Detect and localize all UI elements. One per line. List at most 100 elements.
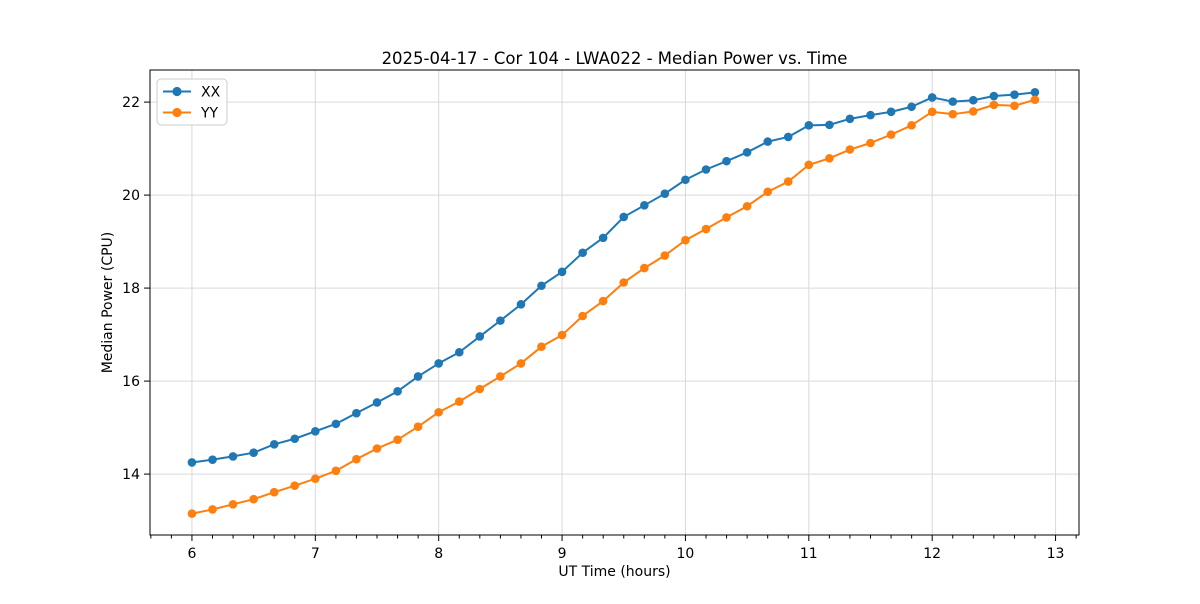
series-yy-marker (496, 372, 505, 381)
series-yy-marker (804, 160, 814, 170)
series-xx-marker (927, 93, 937, 102)
series-yy-marker (557, 330, 567, 340)
x-tick-label: 7 (311, 546, 320, 562)
series-xx-marker (845, 114, 855, 124)
series-yy-marker (763, 187, 773, 197)
series-yy-marker (352, 454, 361, 464)
series-yy-marker (681, 235, 690, 245)
series-xx-marker (886, 107, 896, 117)
legend-marker (172, 86, 182, 97)
series-yy-marker (372, 444, 382, 453)
series-yy-marker (455, 397, 464, 406)
plot-border (149, 69, 1080, 536)
series-yy-marker (722, 213, 731, 222)
series-yy-marker (578, 311, 587, 321)
y-tick-label: 22 (122, 95, 140, 111)
x-tick-label: 11 (800, 546, 818, 562)
plot-area (150, 70, 1079, 535)
series-yy-marker (619, 278, 629, 287)
series-xx-marker (331, 419, 341, 429)
series-yy-marker (475, 384, 485, 394)
series-xx-marker (413, 372, 423, 381)
legend-item-label: XX (201, 84, 221, 100)
series-xx-marker (455, 347, 464, 357)
legend: XX YY (156, 78, 228, 126)
series-xx-marker (640, 201, 649, 210)
series-yy-marker (1030, 95, 1040, 105)
series-xx-marker (311, 427, 320, 436)
series-yy-marker (331, 466, 341, 476)
series-yy-marker (413, 422, 423, 431)
x-tick-label: 8 (434, 546, 443, 562)
series-xx-marker (763, 137, 773, 146)
series-yy-marker (516, 359, 526, 368)
series-yy-marker (640, 263, 649, 273)
series-xx-marker (372, 398, 382, 407)
series-xx-marker (352, 408, 361, 418)
series-xx-marker (269, 440, 279, 449)
series-xx-marker (557, 267, 567, 277)
series-xx-marker (804, 121, 814, 130)
series-xx-marker (434, 359, 443, 368)
series-xx-marker (681, 175, 690, 185)
series-yy-marker (290, 481, 300, 491)
legend-item-label: YY (200, 105, 219, 121)
x-tick-label: 9 (558, 546, 567, 562)
series-yy-marker (989, 100, 999, 110)
series-yy-marker (968, 107, 978, 116)
series-yy-marker (927, 107, 937, 117)
series-xx-marker (1030, 88, 1040, 97)
series-xx-marker (825, 120, 834, 130)
series-yy-marker (249, 494, 258, 504)
series-xx-marker (701, 165, 711, 174)
series-yy-marker (701, 224, 711, 234)
series-xx-marker (290, 434, 300, 444)
series-xx-marker (866, 110, 875, 120)
y-axis-title: Median Power (CPU) (100, 232, 116, 374)
series-xx-marker (989, 91, 999, 101)
series-yy-marker (825, 154, 834, 163)
series-xx-marker (598, 233, 608, 243)
series-xx-marker (968, 95, 978, 105)
series-xx-marker (516, 300, 526, 309)
x-axis-title: UT Time (hours) (558, 564, 670, 580)
y-tick-label: 16 (122, 374, 140, 390)
y-tick-label: 14 (122, 467, 140, 483)
chart-title: 2025-04-17 - Cor 104 - LWA022 - Median P… (382, 49, 848, 68)
series-yy-marker (537, 342, 546, 351)
series-xx-marker (1010, 90, 1019, 99)
series-xx-marker (187, 458, 197, 467)
series-xx-marker (393, 387, 402, 396)
x-tick-label: 12 (923, 546, 941, 562)
series-xx-marker (228, 452, 238, 461)
x-tick-label: 10 (677, 546, 695, 562)
series-yy-marker (208, 505, 217, 514)
series-yy-marker (393, 435, 402, 444)
series-xx-marker (537, 281, 546, 291)
series-yy-marker (660, 251, 670, 260)
series-xx-marker (249, 448, 258, 457)
series-yy-marker (434, 407, 443, 417)
series-xx-marker (722, 156, 731, 166)
legend-marker (172, 107, 182, 118)
series-yy-marker (886, 130, 896, 139)
series-yy-marker (269, 487, 279, 497)
series-yy-marker (187, 509, 197, 518)
series-xx-marker (907, 102, 916, 112)
y-tick-label: 18 (122, 281, 140, 297)
series-yy-marker (866, 138, 875, 148)
series-xx-marker (208, 455, 217, 464)
series-yy-marker (228, 500, 238, 509)
series-xx-marker (660, 189, 670, 198)
series-yy-marker (742, 201, 752, 211)
series-yy-marker (845, 145, 855, 154)
series-yy-marker (598, 296, 608, 306)
series-yy-marker (311, 474, 320, 484)
x-tick-label: 13 (1047, 546, 1065, 562)
series-yy-marker (948, 109, 958, 119)
series-xx-marker (475, 332, 485, 341)
series-yy-marker (783, 177, 793, 186)
series-xx-marker (948, 97, 958, 106)
